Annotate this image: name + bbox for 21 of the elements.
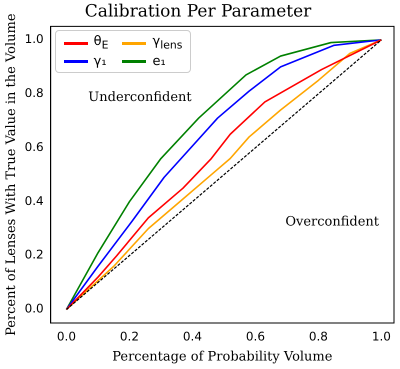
x-tick-label: 0.0 xyxy=(56,329,76,344)
legend-label: e₁ xyxy=(152,54,166,69)
annotation: Overconfident xyxy=(285,214,380,230)
legend-label: γ₁ xyxy=(94,54,107,69)
x-tick-label: 0.8 xyxy=(308,329,328,344)
x-tick-label: 0.2 xyxy=(120,329,139,344)
y-tick-label: 0.8 xyxy=(24,86,44,100)
y-tick-label: 0.0 xyxy=(24,302,44,316)
y-tick-label: 1.0 xyxy=(24,32,44,46)
y-tick-label: 0.2 xyxy=(24,248,44,262)
x-tick-label: 1.0 xyxy=(372,329,391,344)
y-tick-label: 0.4 xyxy=(24,194,44,208)
x-tick-label: 0.4 xyxy=(182,329,202,344)
x-axis-title: Percentage of Probability Volume xyxy=(112,350,333,365)
annotation: Underconfident xyxy=(88,90,192,105)
y-tick-label: 0.6 xyxy=(24,140,44,154)
y-axis-title: Percent of Lenses With True Value in the Volume xyxy=(4,13,20,336)
legend-label: γ$_{lens}$ xyxy=(152,34,182,52)
legend-label: θ$_{E}$ xyxy=(94,34,108,52)
chart-title: Calibration Per Parameter xyxy=(84,2,312,22)
x-tick-label: 0.6 xyxy=(246,329,265,344)
